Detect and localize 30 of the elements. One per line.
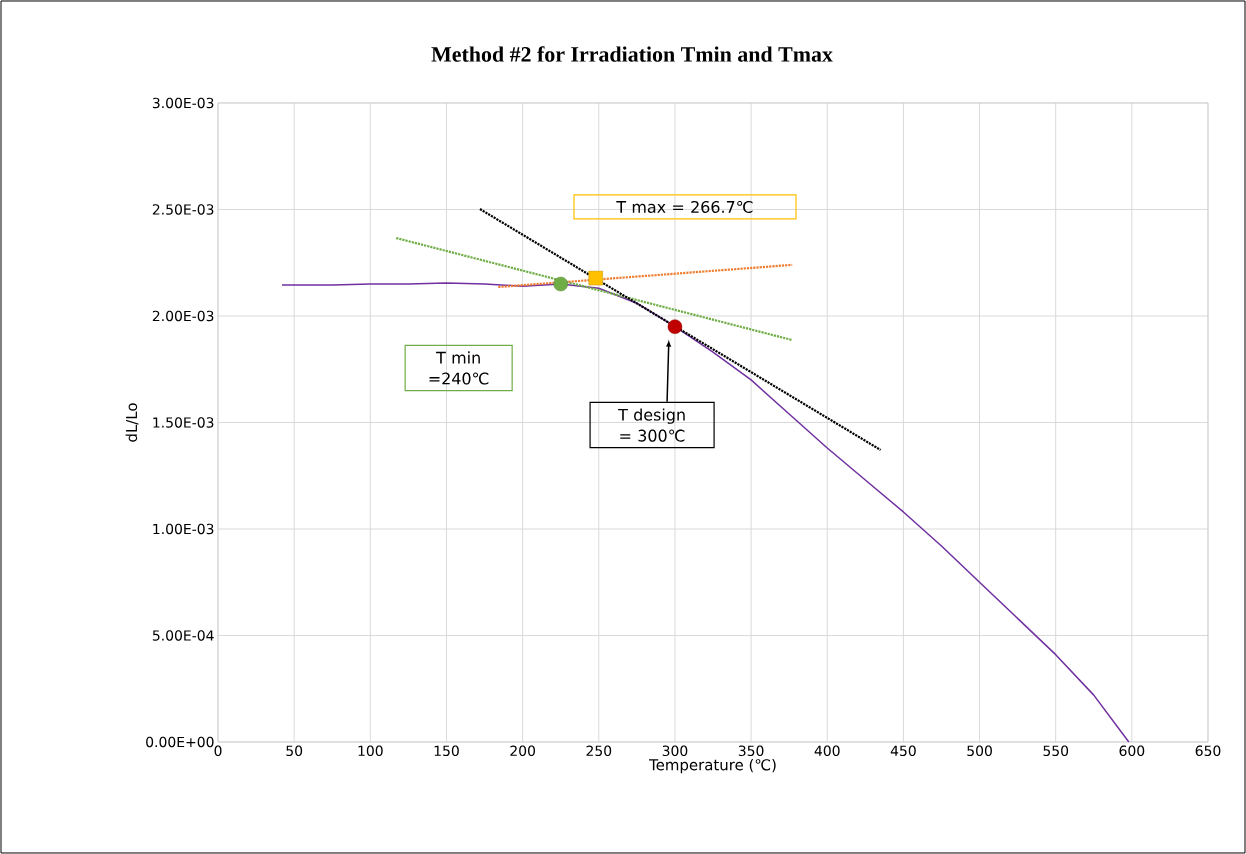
x-tick-label: 200 xyxy=(510,745,536,757)
y-axis-title: dL/Lo xyxy=(125,403,139,442)
y-tick-label: 1.50E-03 xyxy=(153,417,214,428)
x-tick-label: 600 xyxy=(1119,745,1145,757)
point xyxy=(667,319,683,334)
y-tick-label: 3.00E-03 xyxy=(152,97,214,109)
x-tick-label: 350 xyxy=(738,745,764,757)
chart-title: Method #2 for Irradiation Tmin and Tmax xyxy=(431,46,833,62)
x-tick-label: 450 xyxy=(890,745,916,757)
y-tick-label: 0.00E+00 xyxy=(146,736,214,748)
x-tick-label: 300 xyxy=(662,745,688,757)
y-tick-label: 2.00E-03 xyxy=(152,310,214,322)
point xyxy=(588,270,603,286)
x-tick-label: 550 xyxy=(1043,745,1069,757)
y-tick-label: 1.00E-03 xyxy=(153,523,214,535)
annotation: T min =240℃ xyxy=(429,351,489,385)
annotation: T max = 266.7℃ xyxy=(616,200,753,213)
x-tick-label: 400 xyxy=(814,745,840,757)
x-tick-label: 50 xyxy=(286,745,303,757)
y-tick-label: 5.00E-04 xyxy=(152,630,214,641)
x-tick-label: 500 xyxy=(967,745,992,757)
y-tick-label: 2.50E-03 xyxy=(152,204,214,215)
point xyxy=(553,276,568,292)
x-axis-title: Temperature (℃) xyxy=(649,758,776,774)
x-tick-label: 100 xyxy=(358,745,383,757)
annotation: T design = 300℃ xyxy=(618,408,685,442)
x-tick-label: 0 xyxy=(214,745,222,757)
x-tick-label: 650 xyxy=(1195,745,1221,757)
x-tick-label: 250 xyxy=(586,745,612,757)
x-tick-label: 150 xyxy=(434,745,459,757)
